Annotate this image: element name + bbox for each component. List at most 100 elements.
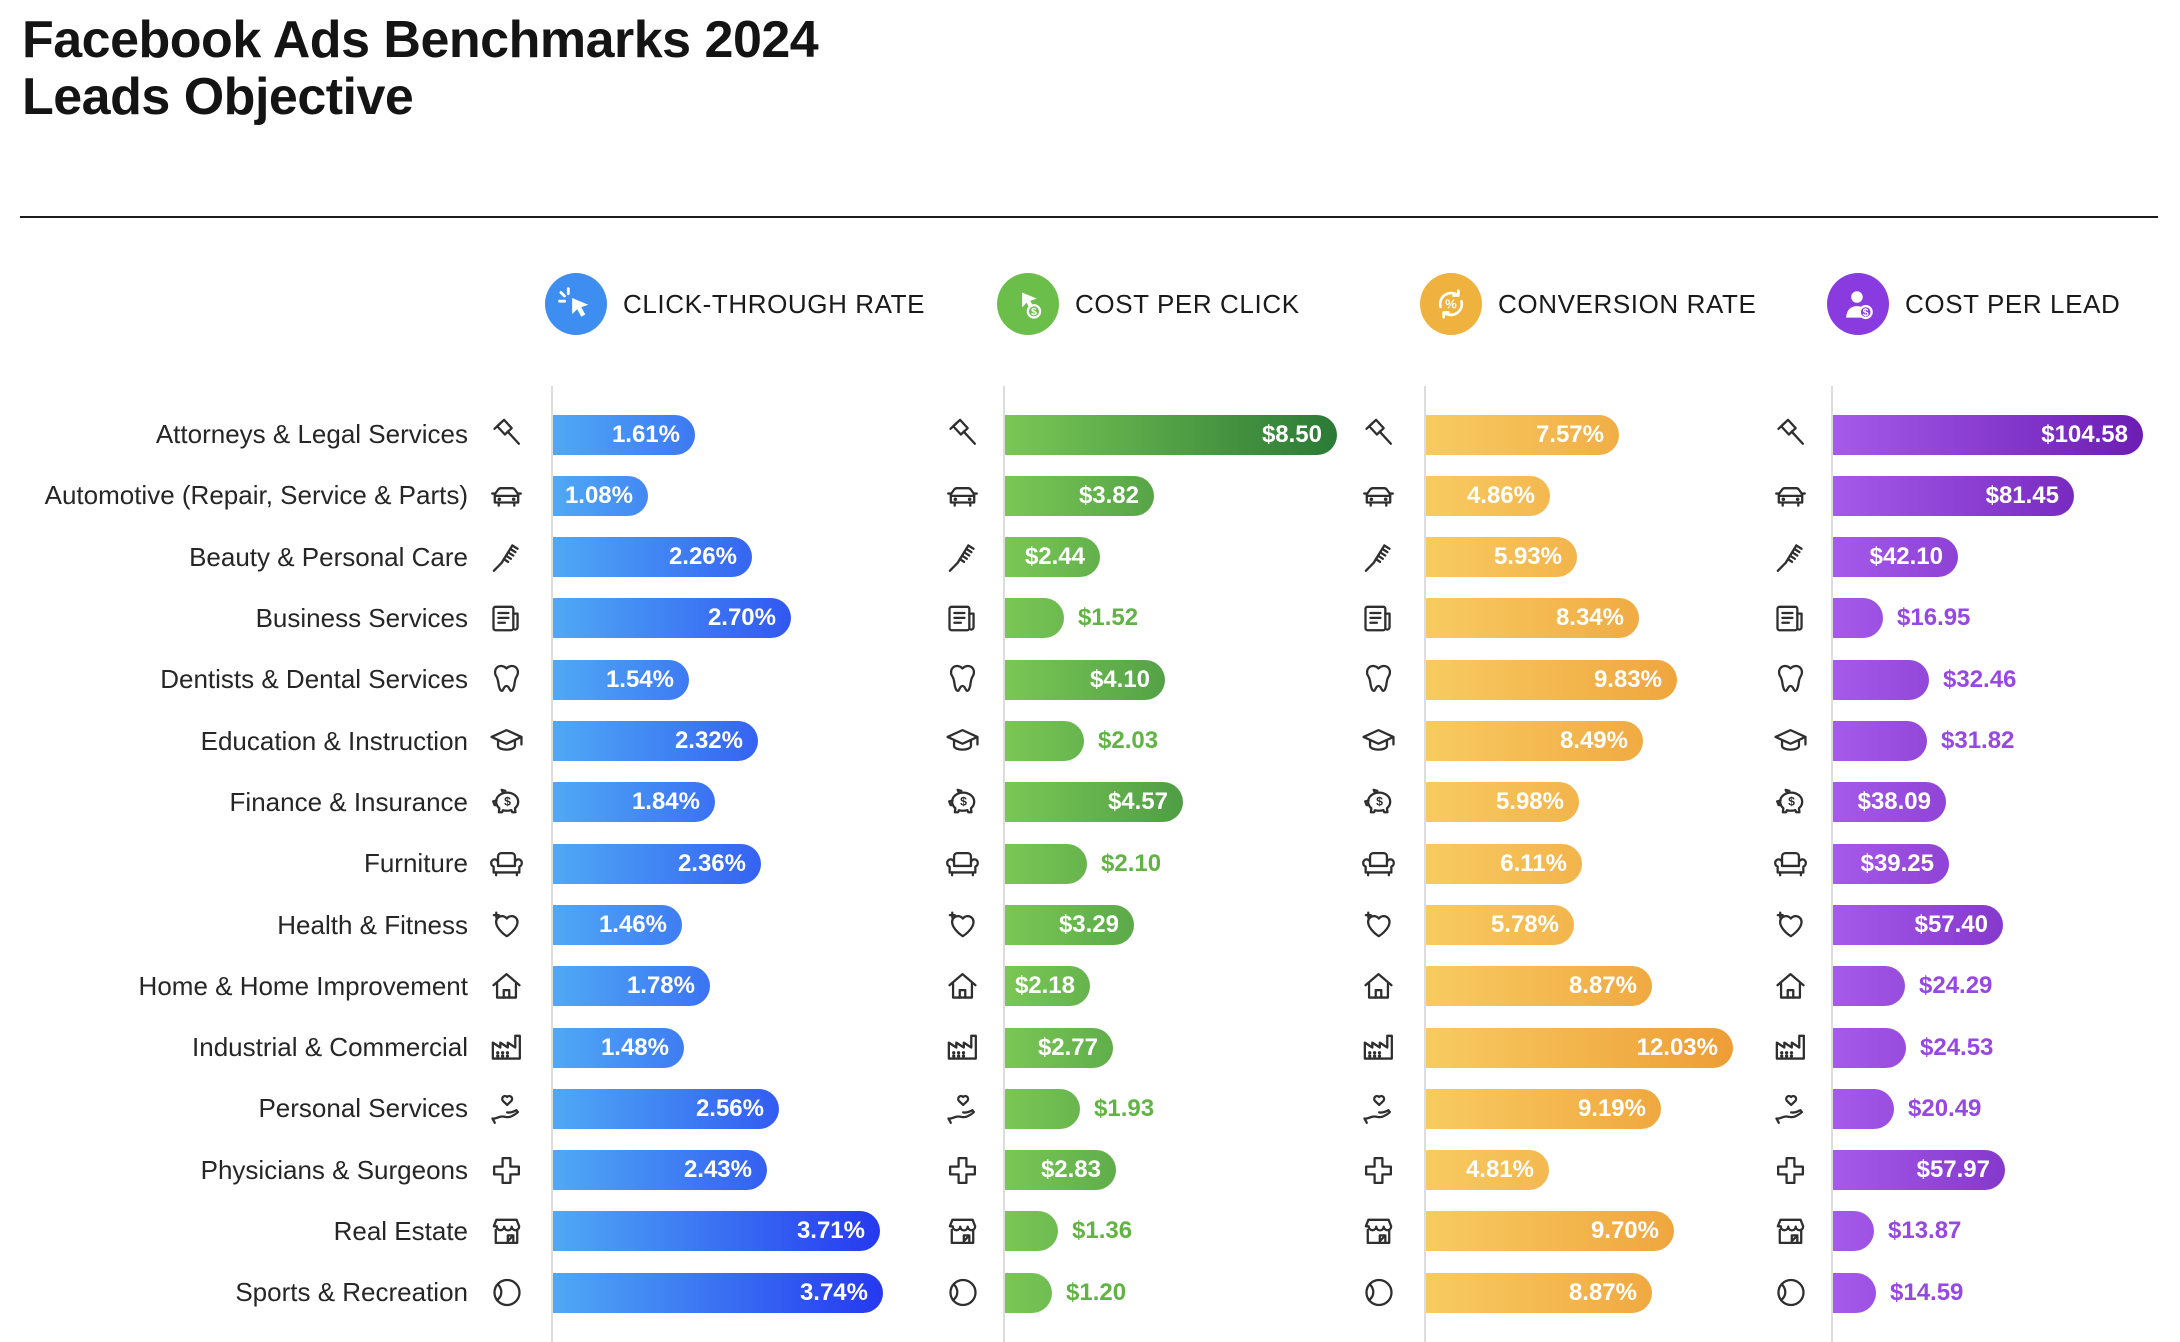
bar-value-label: 5.78%	[1490, 910, 1559, 938]
hand-heart-icon	[940, 1078, 984, 1139]
storefront-icon	[1356, 1201, 1400, 1262]
bar-cpl: $42.10	[1833, 537, 1958, 578]
bar-value-label: 1.08%	[564, 481, 633, 509]
bar-cpl: $57.97	[1833, 1150, 2005, 1191]
bar-value-label: 5.93%	[1493, 543, 1562, 571]
car-icon	[484, 465, 528, 526]
ball-icon	[1356, 1262, 1400, 1323]
icon-column-ctr: $	[484, 404, 528, 1323]
heart-plus-icon	[484, 894, 528, 955]
bar-cpc: $4.57	[1005, 782, 1183, 823]
bar-value-label: $2.10	[1101, 849, 1162, 877]
bar-value-label: 9.83%	[1593, 665, 1662, 693]
bar-value-label: $104.58	[2041, 420, 2128, 448]
comb-icon	[1768, 527, 1812, 588]
bar-cpl	[1833, 966, 1905, 1007]
medical-cross-icon	[1356, 1140, 1400, 1201]
ball-icon	[1768, 1262, 1812, 1323]
bar-cpc: $3.82	[1005, 475, 1154, 516]
piggy-bank-icon: $	[1768, 772, 1812, 833]
bar-cpc: $2.77	[1005, 1027, 1113, 1068]
category-label: Physicians & Surgeons	[200, 1154, 468, 1185]
category-label: Home & Home Improvement	[138, 970, 468, 1001]
hand-heart-icon	[484, 1078, 528, 1139]
bar-value-label: 3.71%	[796, 1217, 865, 1245]
svg-text:$: $	[1788, 794, 1795, 808]
category-label: Dentists & Dental Services	[160, 664, 468, 695]
bar-cpc: $8.50	[1005, 414, 1337, 455]
percent-cycle-icon: %	[1420, 273, 1482, 335]
axis-line	[1424, 386, 1426, 1342]
svg-text:$: $	[960, 794, 967, 808]
hand-heart-icon	[1356, 1078, 1400, 1139]
bar-cvr: 12.03%	[1426, 1027, 1733, 1068]
bar-value-label: 8.87%	[1568, 972, 1637, 1000]
bar-value-label: $81.45	[1985, 481, 2059, 509]
factory-icon	[940, 1017, 984, 1078]
category-label: Sports & Recreation	[235, 1277, 468, 1308]
metric-header-cvr: % CONVERSION RATE	[1420, 272, 1756, 336]
bar-value-label: 2.26%	[668, 543, 737, 571]
category-label: Real Estate	[333, 1216, 468, 1246]
title-line-2: Leads Objective	[22, 68, 414, 126]
bar-cvr: 4.81%	[1426, 1150, 1549, 1191]
category-label: Beauty & Personal Care	[189, 541, 468, 572]
newspaper-icon	[1768, 588, 1812, 649]
bar-value-label: $1.36	[1072, 1217, 1133, 1245]
category-label: Attorneys & Legal Services	[155, 419, 468, 450]
bar-value-label: $8.50	[1261, 420, 1322, 448]
icon-column-cpc: $	[940, 404, 984, 1323]
bar-value-label: 6.11%	[1500, 849, 1567, 877]
svg-text:$: $	[1376, 794, 1383, 808]
svg-text:$: $	[504, 794, 511, 808]
bar-cvr: 7.57%	[1426, 414, 1619, 455]
bar-cvr: 4.86%	[1426, 475, 1550, 516]
bar-cpl	[1833, 659, 1929, 700]
bar-cpc: $4.10	[1005, 659, 1165, 700]
bar-cpl	[1833, 721, 1927, 762]
category-label: Industrial & Commercial	[192, 1032, 468, 1063]
bar-cpc: $2.44	[1005, 537, 1100, 578]
graduation-cap-icon	[484, 710, 528, 771]
bar-value-label: $4.10	[1089, 665, 1150, 693]
gavel-icon	[940, 404, 984, 465]
bar-value-label: 8.49%	[1559, 727, 1628, 755]
bar-cvr: 8.87%	[1426, 966, 1652, 1007]
house-icon	[1768, 956, 1812, 1017]
bar-cvr: 5.93%	[1426, 537, 1577, 578]
bar-value-label: 5.98%	[1495, 788, 1564, 816]
bar-cvr: 5.98%	[1426, 782, 1579, 823]
bar-value-label: $16.95	[1897, 604, 1971, 632]
bar-value-label: $4.57	[1107, 788, 1168, 816]
bar-value-label: 1.61%	[611, 420, 680, 448]
car-icon	[1768, 465, 1812, 526]
bar-value-label: 9.70%	[1590, 1217, 1659, 1245]
comb-icon	[1356, 527, 1400, 588]
svg-text:$: $	[1863, 307, 1869, 319]
bar-cvr: 9.19%	[1426, 1088, 1661, 1129]
icon-column-cpl: $	[1768, 404, 1812, 1323]
ball-icon	[940, 1262, 984, 1323]
bar-value-label: 1.78%	[626, 972, 695, 1000]
bar-ctr: 1.48%	[553, 1027, 684, 1068]
bar-cvr: 8.49%	[1426, 721, 1643, 762]
bar-cpl	[1833, 598, 1883, 639]
factory-icon	[1356, 1017, 1400, 1078]
category-label: Education & Instruction	[200, 725, 468, 756]
bar-cpl: $57.40	[1833, 904, 2003, 945]
bar-cpl: $81.45	[1833, 475, 2074, 516]
tooth-icon	[1356, 649, 1400, 710]
bar-ctr: 2.36%	[553, 843, 761, 884]
bar-value-label: 1.48%	[600, 1033, 669, 1061]
heart-plus-icon	[1356, 894, 1400, 955]
bar-value-label: $1.20	[1066, 1278, 1127, 1306]
gavel-icon	[1356, 404, 1400, 465]
bar-value-label: 1.84%	[631, 788, 700, 816]
medical-cross-icon	[940, 1140, 984, 1201]
bar-cpl	[1833, 1211, 1874, 1252]
title-line-1: Facebook Ads Benchmarks 2024	[22, 11, 819, 69]
bar-cpc	[1005, 598, 1064, 639]
metric-label-cpl: COST PER LEAD	[1905, 288, 2121, 319]
piggy-bank-icon: $	[1356, 772, 1400, 833]
bar-ctr: 1.61%	[553, 414, 695, 455]
